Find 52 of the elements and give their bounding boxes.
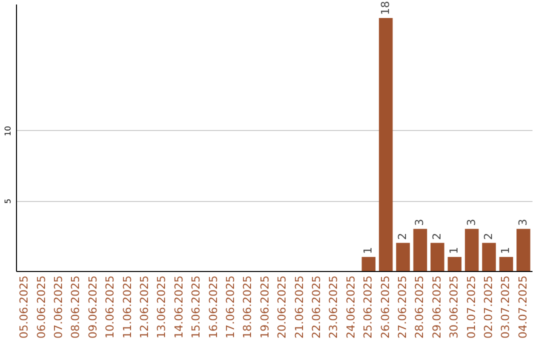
bar	[413, 228, 428, 271]
x-tick-label: 20.06.2025	[276, 276, 289, 338]
x-tick-label: 28.06.2025	[413, 276, 426, 338]
x-tick-label: 17.06.2025	[224, 276, 237, 338]
data-label: 1	[362, 246, 375, 254]
bar	[464, 228, 479, 271]
data-label: 1	[448, 246, 461, 254]
x-tick-label: 29.06.2025	[430, 276, 444, 338]
x-tick-label: 22.06.2025	[310, 276, 323, 338]
data-label: 1	[499, 246, 512, 254]
data-label: 2	[430, 232, 444, 240]
data-label: 3	[464, 218, 478, 226]
x-tick-label: 21.06.2025	[292, 276, 306, 338]
bar	[430, 242, 444, 271]
data-label: 3	[516, 218, 530, 226]
bar	[448, 256, 462, 271]
x-tick-label: 19.06.2025	[258, 276, 272, 338]
x-tick-label: 05.06.2025	[18, 276, 31, 338]
x-tick-label: 14.06.2025	[172, 276, 186, 338]
bar	[516, 228, 530, 271]
data-label: 18	[378, 1, 392, 16]
bar	[499, 256, 514, 271]
x-tick-label: 16.06.2025	[206, 276, 220, 338]
x-tick-label: 06.06.2025	[34, 276, 48, 338]
bar	[378, 18, 393, 271]
bar	[482, 242, 496, 271]
x-tick-label: 09.06.2025	[86, 276, 100, 338]
y-tick-label: 10	[4, 126, 12, 136]
x-tick-label: 13.06.2025	[155, 276, 168, 338]
x-tick-label: 30.06.2025	[448, 276, 461, 338]
x-tick-label: 15.06.2025	[190, 276, 203, 338]
x-tick-label: 24.06.2025	[344, 276, 358, 338]
x-tick-label: 18.06.2025	[241, 276, 254, 338]
x-tick-label: 01.07.2025	[464, 276, 478, 338]
x-tick-label: 07.06.2025	[52, 276, 65, 338]
data-label: 2	[396, 232, 409, 240]
x-tick-label: 23.06.2025	[327, 276, 340, 338]
x-tick-label: 11.06.2025	[120, 276, 134, 338]
x-tick-label: 04.07.2025	[516, 276, 530, 338]
bar	[396, 242, 410, 271]
data-label: 2	[482, 232, 495, 240]
x-tick-label: 25.06.2025	[362, 276, 375, 338]
x-tick-label: 02.07.2025	[482, 276, 495, 338]
x-tick-label: 26.06.2025	[378, 276, 392, 338]
x-tick-label: 03.07.2025	[499, 276, 512, 338]
bar	[362, 256, 376, 271]
x-tick-label: 08.06.2025	[69, 276, 82, 338]
y-tick-label: 5	[4, 198, 12, 204]
x-tick-label: 10.06.2025	[104, 276, 117, 338]
x-tick-label: 27.06.2025	[396, 276, 409, 338]
data-label: 3	[413, 218, 426, 226]
x-tick-label: 12.06.2025	[138, 276, 151, 338]
